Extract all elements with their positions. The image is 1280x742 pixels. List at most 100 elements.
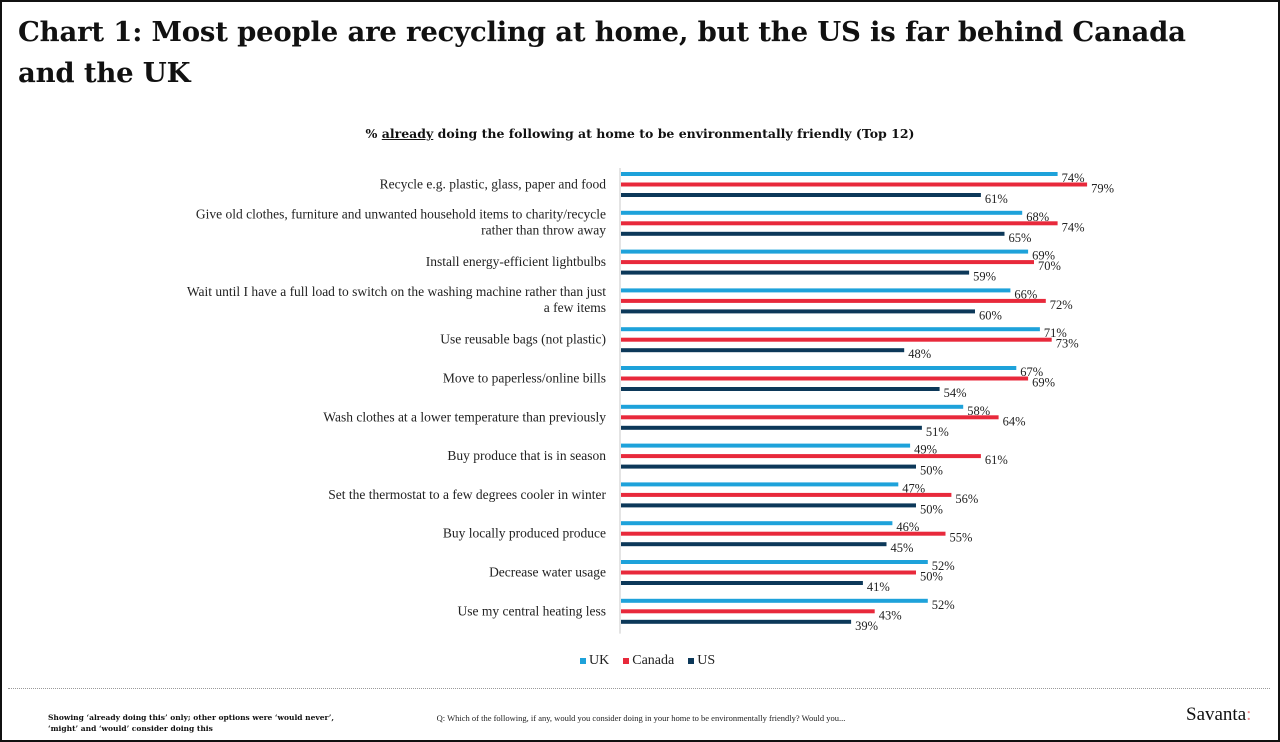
- category-label: Decrease water usage: [489, 565, 606, 580]
- bar-uk: [621, 482, 899, 487]
- value-label-us: 54%: [944, 386, 967, 400]
- value-label-canada: 61%: [985, 453, 1008, 467]
- value-label-uk: 66%: [1014, 287, 1037, 301]
- bar-us: [621, 619, 852, 624]
- value-label-uk: 69%: [1032, 249, 1055, 263]
- value-label-us: 65%: [1009, 231, 1032, 245]
- bar-us: [621, 581, 863, 585]
- category-label: Give old clothes, furniture and unwanted…: [196, 206, 606, 221]
- bar-group: Set the thermostat to a few degrees cool…: [328, 481, 978, 516]
- bar-group: Recycle e.g. plastic, glass, paper and f…: [380, 171, 1114, 206]
- value-label-canada: 50%: [920, 570, 943, 584]
- legend: UK Canada US: [580, 653, 715, 669]
- bar-group: Give old clothes, furniture and unwanted…: [196, 206, 1085, 245]
- subtitle-suffix: doing the following at home to be enviro…: [433, 126, 915, 141]
- subtitle-underlined-word: already: [381, 126, 434, 141]
- survey-question: Q: Which of the following, if any, would…: [436, 713, 846, 723]
- chart-title: Chart 1: Most people are recycling at ho…: [18, 16, 1186, 89]
- value-label-us: 41%: [867, 580, 890, 594]
- category-label: Buy locally produced produce: [443, 526, 606, 541]
- bar-group: Decrease water usage 52%50% 41%: [489, 559, 955, 594]
- category-label: Use reusable bags (not plastic): [440, 332, 606, 347]
- bar-canada: [621, 376, 1029, 381]
- bar-group: Move to paperless/online bills 67%69% 54%: [443, 365, 1055, 400]
- value-label-uk: 74%: [1062, 171, 1085, 185]
- bar-uk: [621, 366, 1017, 370]
- bar-us: [621, 231, 1005, 236]
- legend-label-uk: UK: [589, 653, 610, 668]
- bar-canada: [621, 454, 981, 459]
- bar-canada: [621, 570, 916, 575]
- value-label-uk: 52%: [932, 559, 955, 573]
- bar-group: Use reusable bags (not plastic) 71%73% 48%: [440, 326, 1078, 361]
- legend-item-us: US: [688, 653, 715, 669]
- value-label-canada: 43%: [879, 608, 902, 622]
- value-label-us: 45%: [891, 541, 914, 555]
- bar-uk: [621, 210, 1023, 215]
- legend-item-canada: Canada: [623, 653, 674, 669]
- bar-uk: [621, 404, 964, 409]
- value-label-uk: 47%: [902, 481, 925, 495]
- category-label: Use my central heating less: [458, 603, 606, 618]
- category-label: rather than throw away: [481, 222, 606, 237]
- bar-us: [621, 425, 922, 430]
- footer-divider: [8, 688, 1270, 689]
- bar-group: Buy locally produced produce 46% 55% 45%: [443, 520, 973, 555]
- value-label-us: 61%: [985, 192, 1008, 206]
- value-label-uk: 52%: [932, 598, 955, 612]
- bar-uk: [621, 327, 1040, 332]
- value-label-us: 50%: [920, 464, 943, 478]
- bar-group: Wait until I have a full load to switch …: [187, 284, 1073, 323]
- value-label-us: 60%: [979, 308, 1002, 322]
- category-label: a few items: [544, 300, 606, 315]
- value-label-uk: 71%: [1044, 326, 1067, 340]
- value-label-canada: 69%: [1032, 376, 1055, 390]
- legend-swatch-canada: [623, 658, 630, 664]
- bar-canada: [621, 182, 1088, 187]
- value-label-uk: 67%: [1020, 365, 1043, 379]
- bar-canada: [621, 221, 1058, 226]
- legend-label-us: US: [697, 653, 716, 668]
- category-label: Wash clothes at a lower temperature than…: [323, 409, 606, 424]
- value-label-us: 48%: [908, 347, 931, 361]
- bar-uk: [621, 598, 928, 603]
- value-label-uk: 46%: [896, 520, 919, 534]
- brand-mark: :: [1246, 704, 1252, 725]
- category-label: Recycle e.g. plastic, glass, paper and f…: [380, 177, 607, 192]
- bar-us: [621, 309, 975, 314]
- value-label-canada: 70%: [1038, 259, 1061, 273]
- category-label: Move to paperless/online bills: [443, 371, 606, 386]
- bar-uk: [621, 560, 928, 564]
- category-label: Buy produce that is in season: [447, 448, 606, 463]
- bar-uk: [621, 249, 1029, 254]
- value-label-canada: 55%: [950, 531, 973, 545]
- value-label-canada: 74%: [1062, 220, 1085, 234]
- bar-us: [621, 542, 887, 547]
- bar-us: [621, 503, 916, 508]
- value-label-uk: 58%: [967, 404, 990, 418]
- value-label-us: 39%: [855, 619, 878, 633]
- category-label: Set the thermostat to a few degrees cool…: [328, 487, 606, 502]
- bar-uk: [621, 521, 893, 526]
- value-label-canada: 56%: [955, 492, 978, 506]
- brand-name: Savanta: [1186, 704, 1247, 725]
- category-label: Install energy-efficient lightbulbs: [426, 254, 606, 269]
- bar-canada: [621, 492, 952, 497]
- value-label-us: 51%: [926, 425, 949, 439]
- value-label-canada: 73%: [1056, 337, 1079, 351]
- legend-label-canada: Canada: [632, 653, 675, 668]
- brand-logo: Savanta:: [1186, 704, 1251, 726]
- bar-us: [621, 270, 970, 275]
- bar-us: [621, 348, 905, 353]
- bar-group: Use my central heating less 52% 43%39%: [458, 598, 955, 633]
- footnote: Showing ‘already doing this’ only; other…: [48, 713, 334, 733]
- bar-canada: [621, 337, 1052, 342]
- category-label: Wait until I have a full load to switch …: [187, 284, 606, 299]
- bar-uk: [621, 288, 1011, 293]
- bar-us: [621, 193, 981, 197]
- legend-swatch-us: [688, 658, 695, 664]
- value-label-us: 59%: [973, 270, 996, 284]
- bar-group: Wash clothes at a lower temperature than…: [323, 404, 1025, 439]
